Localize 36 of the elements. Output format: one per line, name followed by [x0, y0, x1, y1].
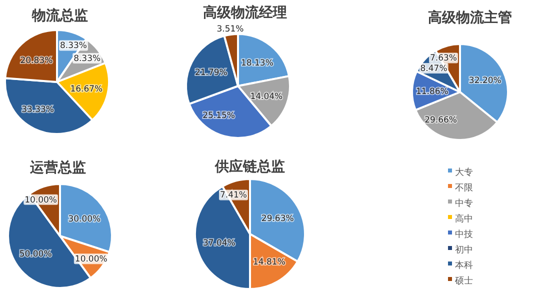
- chart-title: 高级物流经理: [203, 4, 287, 21]
- data-label: 21.79%: [194, 68, 228, 78]
- data-label: 7.63%: [430, 54, 457, 64]
- legend-label: 初中: [455, 244, 473, 256]
- legend-label: 不限: [455, 184, 473, 194]
- data-label: 18.13%: [241, 58, 274, 69]
- data-label: 10.00%: [24, 195, 57, 206]
- chart-title: 供应链总监: [214, 158, 285, 175]
- chart-title: 运营总监: [29, 160, 86, 176]
- legend-label: 高中: [455, 214, 473, 224]
- legend-label: 中技: [455, 229, 473, 240]
- data-label: 16.67%: [70, 84, 103, 95]
- data-label: 37.04%: [202, 238, 236, 248]
- legend-label: 硕士: [454, 276, 473, 286]
- data-label: 7.41%: [220, 190, 247, 201]
- data-label: 8.33%: [74, 54, 101, 64]
- data-label: 10.00%: [74, 254, 108, 265]
- chart-title: 物流总监: [31, 7, 88, 24]
- data-label: 14.81%: [253, 258, 286, 268]
- data-label: 11.86%: [416, 87, 448, 98]
- data-label: 20.83%: [20, 56, 53, 66]
- data-label: 50.00%: [19, 250, 52, 260]
- legend-label: 本科: [455, 260, 473, 271]
- data-label: 3.51%: [216, 24, 244, 34]
- data-label: 25.15%: [202, 111, 235, 122]
- data-label: 8.33%: [60, 41, 88, 52]
- data-label: 8.47%: [420, 64, 448, 74]
- legend-label: 中专: [455, 198, 473, 209]
- data-label: 30.00%: [68, 214, 101, 224]
- chart-title: 高级物流主管: [428, 9, 512, 26]
- data-label: 29.63%: [261, 214, 294, 224]
- data-label: 33.33%: [22, 105, 54, 116]
- data-label: 29.66%: [424, 116, 457, 126]
- data-label: 32.20%: [468, 76, 502, 86]
- legend-label: 大专: [455, 167, 473, 178]
- data-label: 14.04%: [250, 92, 283, 102]
